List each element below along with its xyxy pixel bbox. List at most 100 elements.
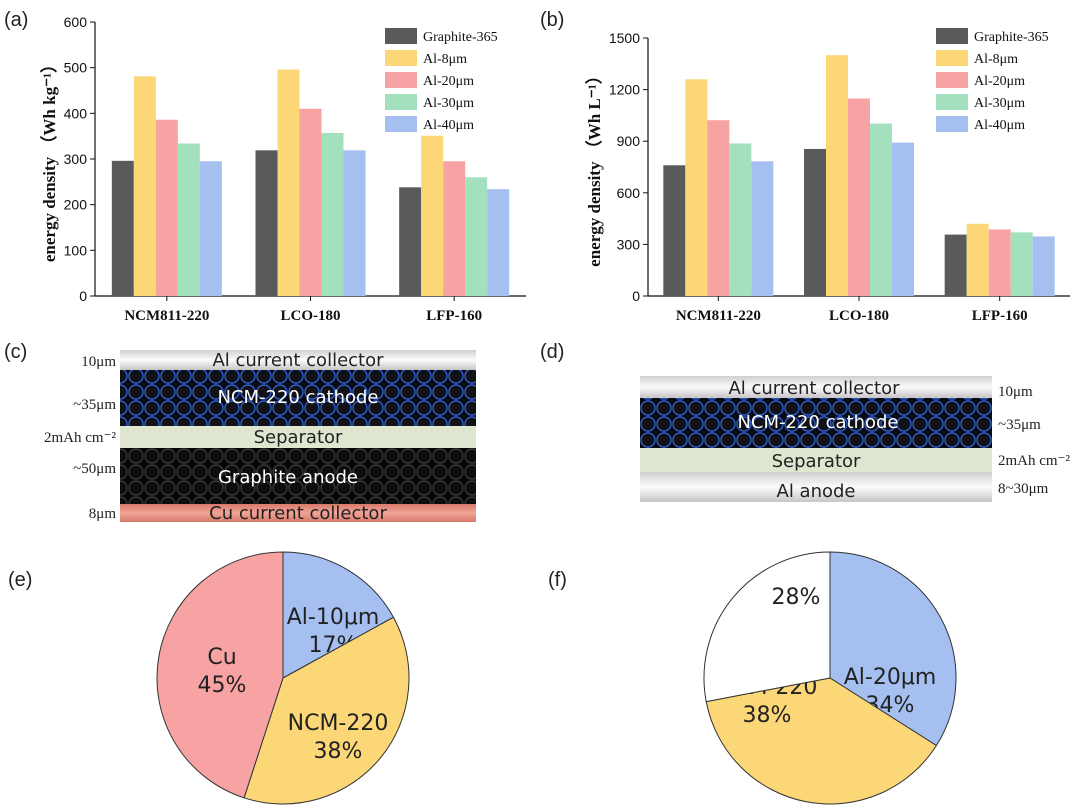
legend-label: Graphite-365 — [974, 30, 1049, 45]
bar — [751, 161, 774, 296]
slice-name: Al-10μm — [287, 605, 380, 630]
layer-label: Al anode — [777, 481, 856, 502]
bar-chart-volumetric: 0 300 600 900 1200 1500 NCM811-220 LCO-180 LFP-1… — [584, 28, 1070, 324]
panel-label-b: (b) — [540, 9, 564, 31]
pie-slice — [156, 551, 284, 799]
thickness-label: ~35μm — [998, 417, 1041, 433]
y-tick-label: 300 — [64, 151, 88, 167]
panel-label-d: (d) — [540, 341, 564, 363]
slice-name: Al-20μm — [844, 665, 937, 690]
bar — [133, 76, 156, 297]
bar — [343, 150, 366, 296]
cell-stack-diagram-graphite: Al current collector NCM-220 cathode Sep… — [44, 350, 476, 524]
capacity-label: 2mAh cm⁻² — [44, 430, 116, 446]
y-tick-label: 500 — [64, 60, 88, 76]
thickness-label: 8μm — [89, 506, 117, 522]
bar — [729, 143, 752, 296]
bar — [892, 142, 914, 296]
al-collector-layer — [120, 350, 476, 370]
bar — [487, 189, 510, 296]
legend-swatch — [385, 94, 417, 110]
bar — [177, 143, 200, 296]
slice-percent: 38% — [314, 739, 363, 764]
legend-swatch — [936, 94, 968, 110]
graphite-anode-layer — [120, 448, 476, 504]
al-anode-layer — [640, 472, 992, 502]
bar — [199, 161, 222, 296]
y-tick-label: 900 — [617, 133, 641, 149]
bar — [966, 223, 989, 296]
thickness-label: 8~30μm — [998, 481, 1049, 497]
y-tick-label: 600 — [64, 14, 88, 30]
legend-swatch — [936, 116, 968, 132]
bar — [944, 234, 967, 296]
slice-percent: 38% — [743, 703, 792, 728]
legend-swatch — [385, 116, 417, 132]
bar — [870, 123, 892, 296]
bar — [804, 148, 826, 296]
bar — [277, 69, 300, 296]
bar — [1010, 232, 1033, 296]
bar — [826, 55, 848, 297]
thickness-label: 10μm — [81, 354, 116, 370]
legend-swatch — [936, 28, 968, 44]
separator-layer — [640, 448, 992, 472]
legend-label: Graphite-365 — [423, 30, 498, 45]
layer-label: Graphite anode — [218, 467, 358, 488]
legend-label: Al-40μm — [974, 118, 1025, 133]
legend-swatch — [936, 50, 968, 66]
legend-label: Al-20μm — [974, 74, 1025, 89]
y-tick-label: 300 — [617, 236, 641, 252]
bar — [321, 132, 344, 296]
cathode-layer — [120, 370, 476, 426]
slice-percent: 45% — [198, 673, 247, 698]
bar — [111, 160, 134, 296]
panel-label-a: (a) — [4, 9, 28, 31]
bar — [443, 161, 466, 296]
layer-label: Separator — [772, 451, 861, 472]
layer-label: Separator — [254, 427, 343, 448]
y-tick-label: 0 — [632, 288, 640, 304]
bar — [988, 229, 1011, 296]
bar-chart-gravimetric: 0 100 200 300 400 500 600 NCM811-220 LCO-180 LFP-… — [39, 14, 526, 324]
y-tick-label: 1200 — [609, 82, 640, 98]
bar — [155, 119, 178, 296]
category-label: NCM811-220 — [676, 308, 761, 324]
layer-label: NCM-220 cathode — [217, 387, 378, 408]
bar — [299, 108, 322, 297]
y-axis-title: energy density （Wh kg⁻¹） — [39, 56, 59, 262]
thickness-label: 10μm — [998, 384, 1033, 400]
bar — [685, 79, 708, 296]
bar — [707, 120, 730, 296]
al-collector-layer — [640, 376, 992, 398]
legend-swatch — [936, 72, 968, 88]
legend-label: Al-20μm — [423, 74, 474, 89]
layer-label: NCM-220 cathode — [737, 412, 898, 433]
pie-slice — [282, 551, 395, 679]
bar — [1032, 236, 1055, 296]
pie-slice — [243, 616, 410, 805]
cu-collector-layer — [120, 504, 476, 522]
y-tick-label: 1500 — [609, 30, 640, 46]
legend-swatch — [385, 50, 417, 66]
y-tick-label: 400 — [64, 105, 88, 121]
y-tick-label: 0 — [79, 288, 87, 304]
legend-label: Al-30μm — [974, 96, 1025, 111]
pie-slice — [829, 551, 957, 747]
cathode-layer — [640, 398, 992, 448]
y-tick-label: 200 — [64, 197, 88, 213]
pie-slice — [703, 551, 831, 703]
category-label: NCM811-220 — [124, 308, 209, 324]
layer-label: Cu current collector — [209, 503, 387, 524]
legend-label: Al-8μm — [423, 52, 467, 67]
bar — [848, 98, 870, 296]
bar — [421, 135, 444, 296]
bar — [465, 177, 488, 296]
panel-label-e: (e) — [8, 569, 32, 591]
pie-slice — [705, 677, 938, 805]
slice-name: NCM-220 — [288, 711, 389, 736]
separator-layer — [120, 426, 476, 448]
bar — [399, 187, 422, 296]
